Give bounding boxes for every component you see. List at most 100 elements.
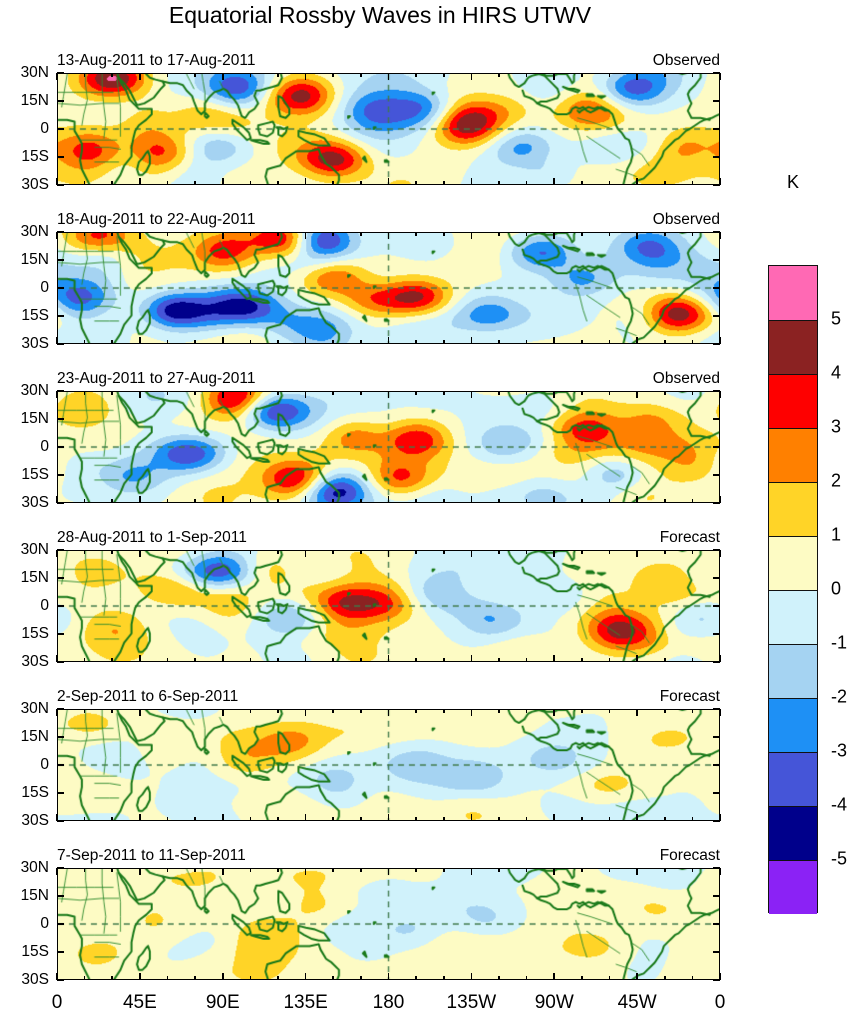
x-tick-mark <box>387 496 390 503</box>
y-tick-mark <box>57 895 64 897</box>
x-tick-mark <box>442 868 445 872</box>
colorbar-band-11 <box>769 860 817 914</box>
x-tick-mark <box>360 976 362 980</box>
panel-title-6: 7-Sep-2011 to 11-Sep-2011 <box>57 847 246 864</box>
x-tick-mark <box>387 337 390 344</box>
x-tick-mark <box>249 658 252 662</box>
x-tick-mark <box>636 655 638 662</box>
x-tick-mark <box>498 709 500 713</box>
x-tick-mark <box>277 340 279 344</box>
y-tick-label-p1-15N: 15N <box>20 92 49 109</box>
x-tick-mark <box>249 340 252 344</box>
x-tick-mark <box>332 709 335 713</box>
x-tick-mark <box>360 391 362 395</box>
x-tick-mark <box>553 868 556 875</box>
x-tick-mark <box>56 232 58 239</box>
x-tick-mark <box>111 658 114 662</box>
y-tick-mark <box>713 577 720 579</box>
x-tick-mark <box>442 499 445 503</box>
y-tick-mark <box>713 736 720 738</box>
x-tick-mark <box>608 73 611 77</box>
x-tick-mark <box>277 181 279 185</box>
y-tick-mark <box>57 287 64 289</box>
colorbar-band-1 <box>769 320 817 374</box>
y-tick-label-p3-30N: 30N <box>20 382 49 399</box>
map-frame-6 <box>57 868 720 980</box>
x-tick-mark <box>332 232 335 236</box>
y-tick-label-p2-0: 0 <box>40 279 49 296</box>
x-tick-mark <box>663 340 666 344</box>
x-tick-mark <box>636 496 638 503</box>
y-tick-mark <box>57 72 64 74</box>
x-tick-mark <box>442 391 445 395</box>
x-tick-mark <box>221 232 224 239</box>
x-tick-mark <box>360 232 362 236</box>
colorbar-tick--4: -4 <box>831 794 848 815</box>
y-tick-label-p5-0: 0 <box>40 756 49 773</box>
x-tick-mark <box>111 709 114 713</box>
x-tick-mark <box>415 391 417 395</box>
y-tick-label-p6-15N: 15N <box>20 887 49 904</box>
x-tick-mark <box>56 868 58 875</box>
x-tick-mark <box>360 181 362 185</box>
x-tick-mark <box>691 817 694 821</box>
panel-title-5: 2-Sep-2011 to 6-Sep-2011 <box>57 688 239 705</box>
y-tick-mark <box>713 156 720 158</box>
x-tick-mark <box>470 655 473 662</box>
x-tick-mark <box>277 499 279 503</box>
colorbar-separator <box>769 320 817 322</box>
x-tick-label-90W: 90W <box>534 992 574 1013</box>
map-frame-2 <box>57 232 720 344</box>
y-tick-label-p1-0: 0 <box>40 120 49 137</box>
x-tick-mark <box>470 868 473 875</box>
colorbar-bands <box>768 265 818 914</box>
colorbar-band-6 <box>769 590 817 644</box>
x-tick-mark <box>470 232 473 239</box>
x-tick-mark <box>581 73 583 77</box>
x-tick-mark <box>525 73 528 77</box>
x-tick-mark <box>221 73 224 80</box>
x-tick-mark <box>332 658 335 662</box>
x-tick-mark <box>56 391 58 398</box>
x-tick-mark <box>553 550 556 557</box>
x-tick-mark <box>194 181 196 185</box>
x-tick-label-180: 180 <box>372 992 405 1013</box>
x-tick-mark <box>332 340 335 344</box>
colorbar-band-9 <box>769 752 817 806</box>
colorbar-separator <box>769 752 817 754</box>
x-tick-mark <box>332 181 335 185</box>
x-tick-mark <box>194 868 196 872</box>
x-tick-mark <box>83 181 86 185</box>
y-tick-mark <box>713 231 720 233</box>
x-tick-mark <box>525 232 528 236</box>
x-tick-mark <box>139 655 141 662</box>
x-tick-mark <box>194 340 196 344</box>
x-tick-mark <box>498 976 500 980</box>
y-tick-mark <box>713 867 720 869</box>
map-field-canvas-1 <box>58 74 719 184</box>
x-tick-mark <box>553 73 556 80</box>
x-tick-mark <box>277 232 279 236</box>
x-tick-mark <box>56 178 58 185</box>
y-tick-label-p4-0: 0 <box>40 597 49 614</box>
x-tick-mark <box>498 550 500 554</box>
x-tick-mark <box>608 340 611 344</box>
x-tick-mark <box>636 391 638 398</box>
x-tick-mark <box>691 340 694 344</box>
x-tick-mark <box>221 391 224 398</box>
colorbar-separator <box>769 860 817 862</box>
y-tick-mark <box>713 128 720 130</box>
x-tick-mark <box>525 868 528 872</box>
x-tick-mark <box>581 868 583 872</box>
x-tick-mark <box>387 709 390 716</box>
x-tick-mark <box>636 868 638 875</box>
map-frame-5 <box>57 709 720 821</box>
x-tick-mark <box>139 709 141 716</box>
x-tick-mark <box>498 340 500 344</box>
x-tick-mark <box>415 340 417 344</box>
x-tick-mark <box>139 337 141 344</box>
x-tick-mark <box>581 976 583 980</box>
x-tick-mark <box>56 73 58 80</box>
x-tick-mark <box>719 496 721 503</box>
